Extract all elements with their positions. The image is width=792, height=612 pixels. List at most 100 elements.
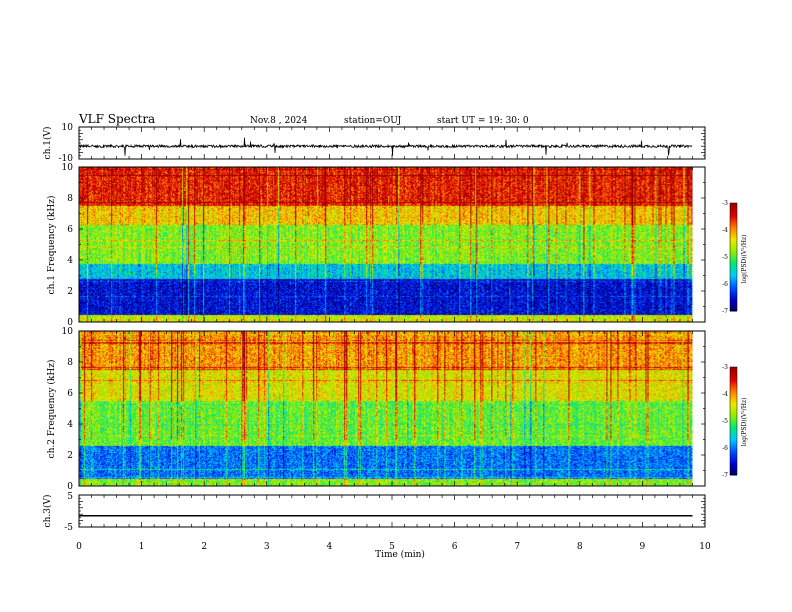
x-tick-label: 10 [699, 542, 711, 552]
station-label: station=OUJ [344, 116, 402, 126]
colorbar-swatch [730, 437, 737, 440]
x-axis-label: Time (min) [375, 549, 425, 560]
colorbar-swatch [730, 464, 737, 467]
panel-ch1-waveform: 10 -10 ch.1(V) [42, 123, 706, 164]
colorbar-tick-label: -6 [722, 445, 728, 452]
ch1-ytick-bottom: -10 [59, 154, 74, 164]
colorbar-swatch [730, 449, 737, 453]
figure-title: VLF Spectra [78, 112, 155, 126]
ch1-spectrogram-image [79, 167, 693, 322]
x-tick-label: 4 [327, 542, 333, 552]
colorbar-swatch [730, 397, 737, 400]
colorbar-swatch [730, 208, 737, 211]
colorbar-swatch [730, 473, 737, 476]
colorbar-swatch [730, 219, 737, 222]
colorbar-swatch [730, 266, 737, 269]
colorbar-swatch [730, 471, 737, 474]
colorbar-swatch [730, 309, 737, 312]
y-tick-label: 10 [62, 327, 74, 337]
colorbar-swatch [730, 251, 737, 254]
colorbar-swatch [730, 224, 737, 227]
colorbar-swatch [730, 433, 737, 436]
colorbar-tick-label: -5 [722, 418, 728, 425]
colorbar-swatch [730, 298, 737, 301]
y-tick-label: 2 [67, 287, 73, 297]
colorbar-swatch [730, 273, 737, 276]
ch2-spectrogram-yticks: 0 2 4 6 8 10 [62, 327, 74, 492]
colorbar-tick-label: -6 [722, 281, 728, 288]
colorbar-swatch [730, 385, 737, 388]
panel-ch2-spectrogram-ticks [78, 330, 706, 487]
colorbar-swatch [730, 383, 737, 386]
y-tick-label: 2 [67, 451, 73, 461]
colorbar-swatch [730, 455, 737, 458]
colorbar-swatch [730, 388, 737, 391]
colorbar-swatch [730, 204, 737, 208]
colorbar-swatch [730, 430, 737, 433]
colorbar-swatch [730, 303, 737, 307]
ch1-waveform-ylabel: ch.1(V) [42, 127, 53, 160]
colorbar-swatch [730, 469, 737, 472]
colorbar-swatch [730, 264, 737, 267]
colorbar-swatch [730, 282, 737, 285]
colorbar-swatch [730, 300, 737, 303]
colorbar-swatch [730, 275, 737, 278]
colorbar-swatch [730, 444, 737, 447]
colorbar-swatch [730, 269, 737, 272]
start-time-label: start UT = 19: 30: 0 [437, 116, 529, 126]
colorbar-swatch [730, 249, 737, 253]
colorbar-swatch [730, 215, 737, 218]
colorbar-swatch [730, 203, 737, 206]
colorbar-swatch [730, 260, 737, 263]
colorbar-swatch [730, 271, 737, 274]
colorbar-swatch [730, 212, 737, 215]
colorbar-swatch [730, 206, 737, 209]
panel-ch1-waveform-ticks [78, 126, 706, 160]
colorbar-swatch [730, 293, 737, 296]
colorbar-swatch [730, 231, 737, 235]
colorbar-swatch [730, 395, 737, 399]
colorbar-swatch [730, 255, 737, 258]
colorbar-swatch [730, 372, 737, 375]
y-tick-label: 4 [67, 420, 73, 430]
x-tick-label: 2 [201, 542, 207, 552]
colorbar-swatch [730, 240, 737, 244]
colorbar-swatch [730, 370, 737, 373]
colorbar-swatch [730, 235, 737, 238]
colorbar-swatch [730, 284, 737, 287]
colorbar-swatch [730, 253, 737, 256]
y-tick-label: 8 [67, 194, 73, 204]
ch3-ytick-bottom: -5 [64, 523, 73, 533]
y-tick-label: 8 [67, 358, 73, 368]
x-tick-label: 5 [389, 542, 395, 552]
colorbar-swatch [730, 399, 737, 402]
colorbar-swatch [730, 242, 737, 245]
colorbar-swatch [730, 413, 737, 417]
colorbar-swatch [730, 276, 737, 280]
ch1-ytick-top: 10 [62, 123, 74, 133]
colorbar-tick-label: -7 [722, 308, 728, 315]
ch1-colorbar: -3 -4 -5 -6 -7 [722, 200, 738, 315]
colorbar-swatch [730, 239, 737, 242]
x-axis-tick-labels: 0 1 2 3 4 5 6 7 8 9 10 [76, 542, 711, 552]
colorbar-swatch [730, 258, 737, 262]
colorbar-swatch [730, 280, 737, 283]
ch1-spectrogram-ylabel: ch.1 Frequency (kHz) [46, 196, 57, 295]
ch1-colorbar-label: log(PSD)(V²/Hz) [741, 235, 748, 284]
panel-ch1-spectrogram-ticks [78, 166, 706, 323]
colorbar-swatch [730, 267, 737, 271]
x-tick-label: 9 [640, 542, 646, 552]
colorbar-swatch [730, 386, 737, 390]
colorbar-swatch [730, 210, 737, 213]
colorbar-swatch [730, 305, 737, 308]
colorbar-swatch [730, 458, 737, 462]
colorbar-swatch [730, 374, 737, 377]
colorbar-swatch [730, 294, 737, 298]
y-tick-label: 6 [67, 389, 73, 399]
colorbar-swatch [730, 368, 737, 372]
colorbar-swatch [730, 406, 737, 409]
colorbar-swatch [730, 392, 737, 395]
colorbar-swatch [730, 262, 737, 265]
colorbar-tick-label: -4 [722, 391, 728, 398]
